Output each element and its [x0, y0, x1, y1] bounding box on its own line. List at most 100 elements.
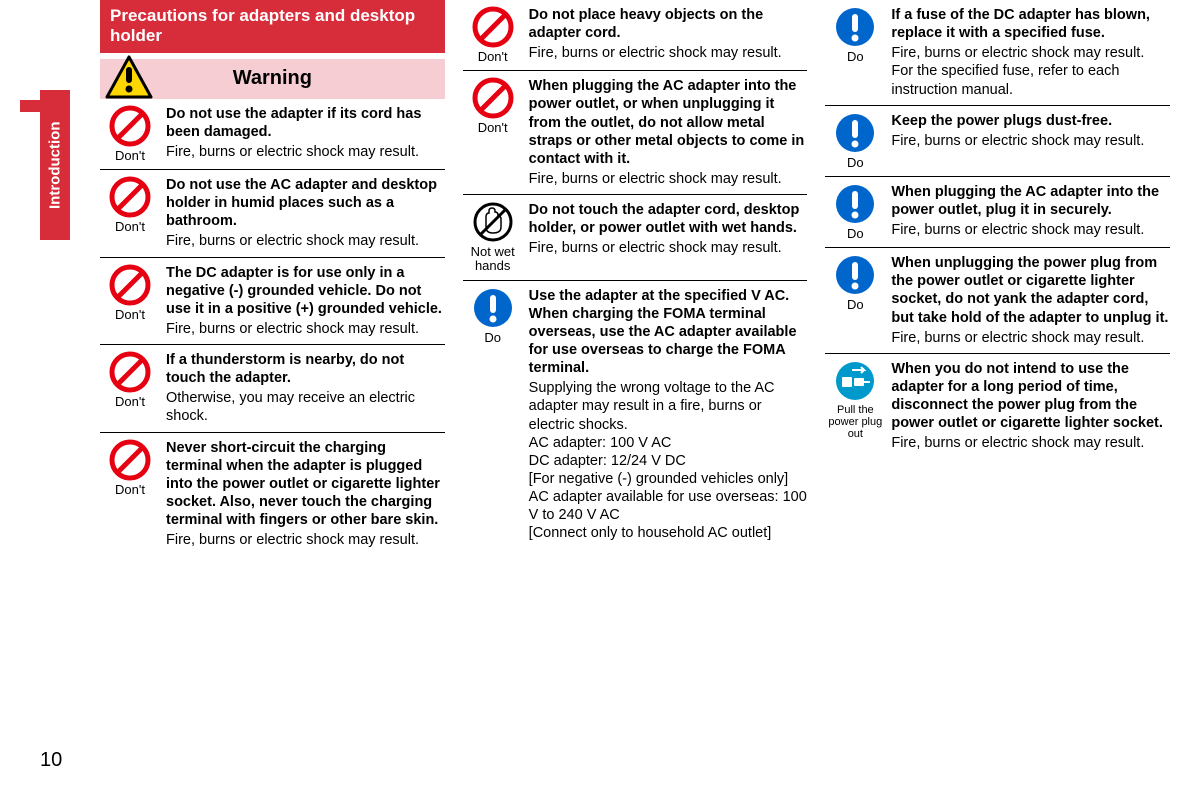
- dont-icon: [100, 439, 160, 481]
- warning-label: Warning: [233, 67, 312, 90]
- icon-label: Don't: [463, 121, 523, 135]
- dont-icon: [463, 77, 523, 119]
- precaution-item: Not wet handsDo not touch the adapter co…: [463, 195, 808, 281]
- precaution-item: Don't When plugging the AC adapter into t…: [463, 71, 808, 195]
- pull-icon: [825, 360, 885, 402]
- icon-label: Not wet hands: [463, 245, 523, 274]
- precaution-text: When plugging the AC adapter into the po…: [529, 77, 808, 188]
- dont-icon: [100, 264, 160, 306]
- precaution-body: Fire, burns or electric shock may result…: [891, 329, 1170, 347]
- precaution-body: Fire, burns or electric shock may result…: [166, 531, 445, 549]
- dont-icon: [100, 351, 160, 393]
- precaution-body: Fire, burns or electric shock may result…: [529, 44, 808, 62]
- page-content: Precautions for adapters and desktop hol…: [100, 0, 1170, 555]
- icon-label: Do: [825, 50, 885, 64]
- pull-icon-cell: Pull the power plug out: [825, 360, 885, 453]
- notwet-icon: [463, 201, 523, 243]
- precaution-item: Don't If a thunderstorm is nearby, do not…: [100, 345, 445, 433]
- column-1: Precautions for adapters and desktop hol…: [100, 0, 445, 555]
- dont-icon: [100, 176, 160, 218]
- precaution-text: Keep the power plugs dust-free. Fire, bur…: [891, 112, 1170, 170]
- do-icon-cell: Do: [825, 254, 885, 347]
- precaution-heading: If a fuse of the DC adapter has blown, r…: [891, 6, 1170, 42]
- icon-label: Do: [463, 331, 523, 345]
- do-icon: [463, 287, 523, 329]
- precaution-text: Do not use the adapter if its cord has b…: [166, 105, 445, 163]
- precaution-heading: When you do not intend to use the adapte…: [891, 360, 1170, 433]
- precaution-heading: Do not touch the adapter cord, desktop h…: [529, 201, 808, 237]
- precaution-body: Fire, burns or electric shock may result…: [891, 44, 1170, 98]
- precaution-item: Don't Do not use the adapter if its cord …: [100, 99, 445, 170]
- icon-label: Do: [825, 156, 885, 170]
- precaution-heading: The DC adapter is for use only in a nega…: [166, 264, 445, 318]
- icon-label: Don't: [463, 50, 523, 64]
- column-3: Do If a fuse of the DC adapter has blown,…: [825, 0, 1170, 555]
- notwet-icon-cell: Not wet hands: [463, 201, 523, 274]
- side-accent-bar: [20, 100, 40, 112]
- precaution-text: Never short-circuit the charging termina…: [166, 439, 445, 550]
- side-tab-introduction: Introduction: [40, 90, 70, 240]
- precaution-item: Do Keep the power plugs dust-free. Fire, b…: [825, 106, 1170, 177]
- do-icon: [825, 6, 885, 48]
- precaution-heading: Keep the power plugs dust-free.: [891, 112, 1170, 130]
- precaution-text: When unplugging the power plug from the …: [891, 254, 1170, 347]
- precaution-heading: When plugging the AC adapter into the po…: [529, 77, 808, 168]
- dont-icon-cell: Don't: [100, 439, 160, 550]
- precaution-item: Don't Do not place heavy objects on the a…: [463, 0, 808, 71]
- do-icon: [825, 183, 885, 225]
- precaution-body: Fire, burns or electric shock may result…: [891, 221, 1170, 239]
- precaution-heading: If a thunderstorm is nearby, do not touc…: [166, 351, 445, 387]
- icon-label: Don't: [100, 149, 160, 163]
- precaution-body: Otherwise, you may receive an electric s…: [166, 389, 445, 425]
- dont-icon-cell: Don't: [100, 176, 160, 251]
- precaution-text: Use the adapter at the specified V AC. W…: [529, 287, 808, 543]
- precaution-body: Fire, burns or electric shock may result…: [166, 320, 445, 338]
- dont-icon-cell: Don't: [100, 105, 160, 163]
- page-number: 10: [40, 749, 62, 772]
- precaution-item: Don'tNever short-circuit the charging te…: [100, 433, 445, 556]
- precaution-text: Do not place heavy objects on the adapte…: [529, 6, 808, 64]
- icon-label: Don't: [100, 308, 160, 322]
- precaution-item: Do If a fuse of the DC adapter has blown,…: [825, 0, 1170, 106]
- precaution-text: The DC adapter is for use only in a nega…: [166, 264, 445, 339]
- dont-icon-cell: Don't: [463, 6, 523, 64]
- section-header: Precautions for adapters and desktop hol…: [100, 0, 445, 53]
- dont-icon: [463, 6, 523, 48]
- icon-label: Do: [825, 227, 885, 241]
- precaution-body: Fire, burns or electric shock may result…: [166, 232, 445, 250]
- do-icon: [825, 254, 885, 296]
- precaution-item: Pull the power plug outWhen you do not i…: [825, 354, 1170, 459]
- dont-icon-cell: Don't: [463, 77, 523, 188]
- precaution-item: Do Use the adapter at the specified V AC.…: [463, 281, 808, 549]
- precaution-text: If a thunderstorm is nearby, do not touc…: [166, 351, 445, 426]
- precaution-heading: Never short-circuit the charging termina…: [166, 439, 445, 530]
- icon-label: Don't: [100, 220, 160, 234]
- warning-bar: Warning: [100, 59, 445, 99]
- warning-triangle-icon: [104, 55, 154, 101]
- precaution-body: Fire, burns or electric shock may result…: [529, 170, 808, 188]
- precaution-heading: Do not use the AC adapter and desktop ho…: [166, 176, 445, 230]
- precaution-text: When plugging the AC adapter into the po…: [891, 183, 1170, 241]
- precaution-heading: Do not use the adapter if its cord has b…: [166, 105, 445, 141]
- precaution-text: If a fuse of the DC adapter has blown, r…: [891, 6, 1170, 99]
- do-icon: [825, 112, 885, 154]
- precaution-text: When you do not intend to use the adapte…: [891, 360, 1170, 453]
- precaution-item: Do When plugging the AC adapter into the …: [825, 177, 1170, 248]
- icon-label: Don't: [100, 395, 160, 409]
- precaution-item: DoWhen unplugging the power plug from th…: [825, 248, 1170, 354]
- precaution-body: Supplying the wrong voltage to the AC ad…: [529, 379, 808, 542]
- precaution-body: Fire, burns or electric shock may result…: [891, 132, 1170, 150]
- icon-label: Pull the power plug out: [825, 404, 885, 440]
- precaution-heading: Use the adapter at the specified V AC. W…: [529, 287, 808, 378]
- do-icon-cell: Do: [825, 6, 885, 99]
- dont-icon-cell: Don't: [100, 351, 160, 426]
- dont-icon: [100, 105, 160, 147]
- precaution-text: Do not use the AC adapter and desktop ho…: [166, 176, 445, 251]
- precaution-text: Do not touch the adapter cord, desktop h…: [529, 201, 808, 274]
- do-icon-cell: Do: [825, 112, 885, 170]
- precaution-heading: When plugging the AC adapter into the po…: [891, 183, 1170, 219]
- do-icon-cell: Do: [463, 287, 523, 543]
- precaution-heading: When unplugging the power plug from the …: [891, 254, 1170, 327]
- precaution-heading: Do not place heavy objects on the adapte…: [529, 6, 808, 42]
- precaution-body: Fire, burns or electric shock may result…: [891, 434, 1170, 452]
